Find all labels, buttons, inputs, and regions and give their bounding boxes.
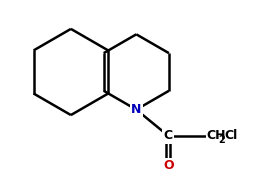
Text: C: C: [164, 129, 173, 142]
Text: O: O: [163, 159, 174, 172]
Text: CH: CH: [206, 129, 226, 142]
Text: N: N: [131, 103, 141, 116]
Text: Cl: Cl: [224, 129, 237, 142]
Text: 2: 2: [218, 135, 225, 145]
